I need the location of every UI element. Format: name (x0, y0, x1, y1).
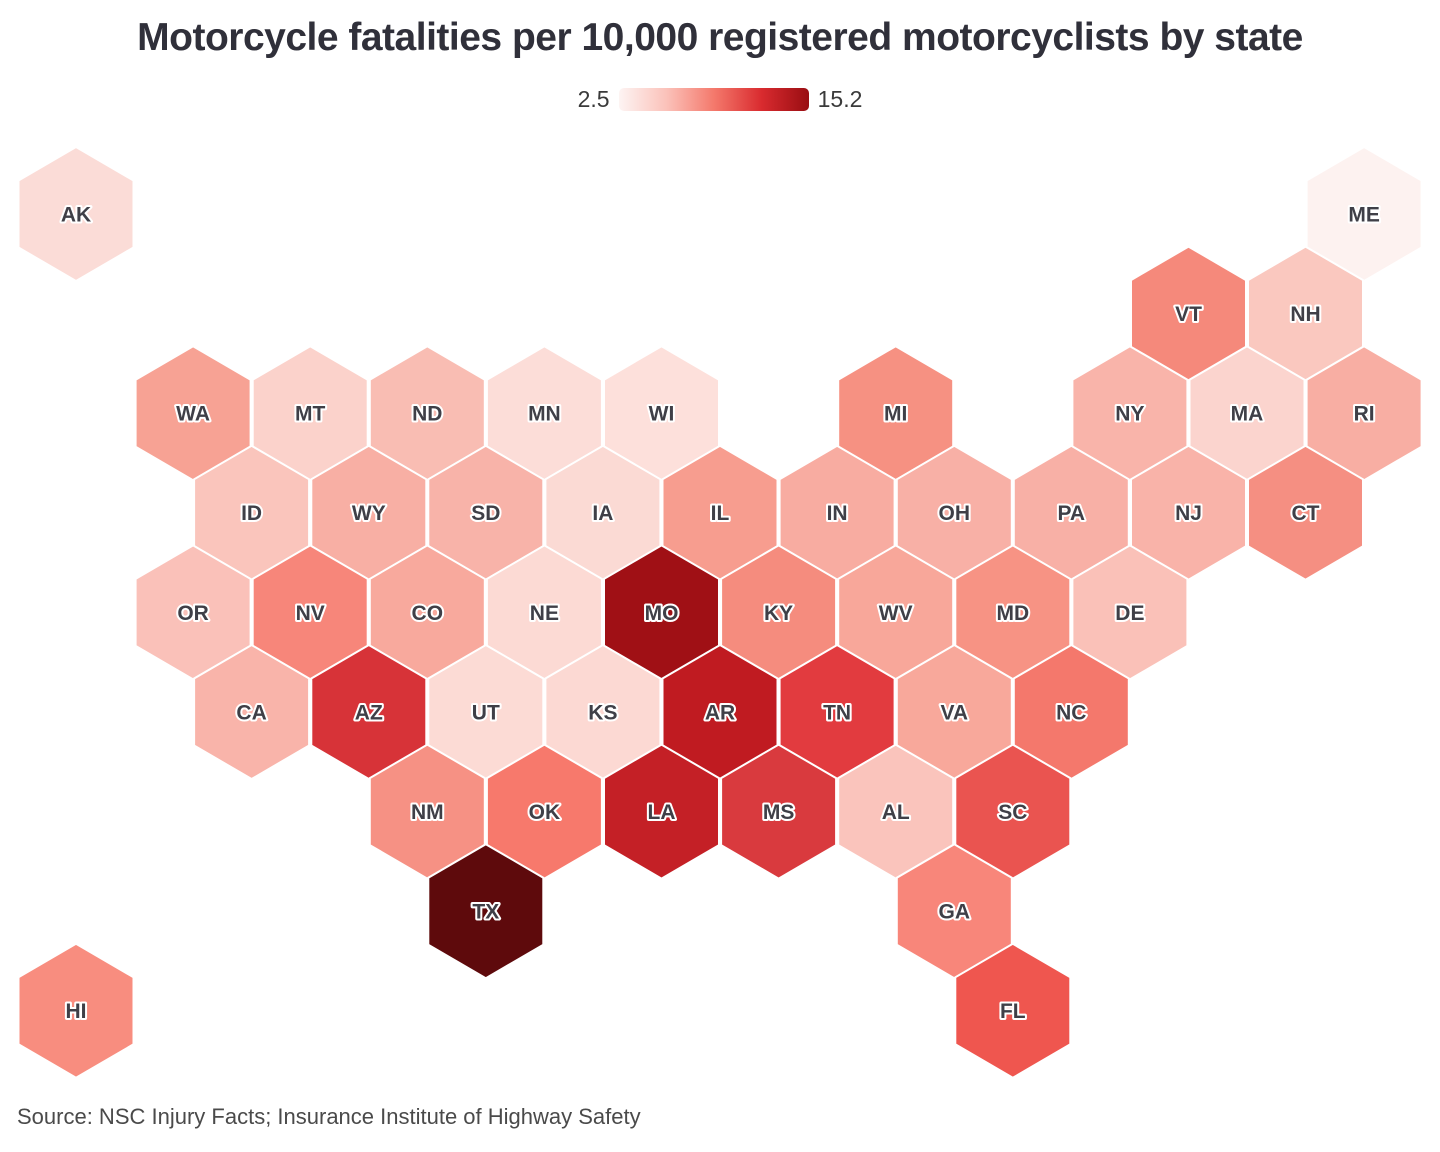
hex-label-IN: IN (827, 502, 848, 525)
hex-label-MS: MS (763, 801, 795, 824)
hex-label-NV: NV (296, 602, 325, 625)
hex-label-VT: VT (1175, 303, 1202, 326)
hex-tile-CA (193, 643, 311, 781)
hex-label-LA: LA (648, 801, 676, 824)
hex-label-NH: NH (1290, 303, 1320, 326)
hex-label-OH: OH (939, 502, 971, 525)
legend-max-label: 15.2 (817, 86, 863, 112)
hex-label-NJ: NJ (1175, 502, 1202, 525)
hex-tile-DE (1071, 544, 1189, 681)
chart-title: Motorcycle fatalities per 10,000 registe… (137, 16, 1303, 59)
hex-label-KY: KY (764, 602, 793, 625)
legend-min-label: 2.5 (577, 86, 610, 112)
hex-label-GA: GA (939, 901, 971, 924)
hex-label-TN: TN (823, 701, 851, 724)
hex-label-AR: AR (705, 701, 735, 724)
hex-label-CA: CA (236, 701, 266, 724)
hex-label-SD: SD (471, 502, 500, 525)
hex-label-VA: VA (940, 701, 968, 724)
hex-label-RI: RI (1354, 403, 1375, 426)
hex-label-FL: FL (1000, 1000, 1026, 1023)
hex-tile-AL (837, 743, 955, 880)
hex-label-TX: TX (472, 901, 499, 924)
hex-label-MI: MI (884, 403, 907, 426)
hex-tile-ME (1305, 145, 1423, 283)
hex-label-WY: WY (352, 502, 386, 525)
hex-label-HI: HI (66, 1000, 87, 1023)
hex-tile-WV (837, 544, 955, 681)
color-legend: 2.5 15.2 (0, 86, 1440, 113)
hex-label-KS: KS (588, 701, 617, 724)
hex-tile-NJ (1130, 444, 1247, 581)
hex-label-WI: WI (649, 403, 675, 426)
hex-label-NE: NE (530, 602, 559, 625)
hex-label-ME: ME (1348, 203, 1380, 226)
hex-label-AL: AL (882, 801, 910, 824)
hex-label-ND: ND (412, 403, 442, 426)
hex-label-NM: NM (411, 801, 444, 824)
hex-label-UT: UT (472, 701, 500, 724)
hex-label-WV: WV (879, 602, 913, 625)
hex-label-IA: IA (592, 502, 613, 525)
hex-label-CT: CT (1292, 502, 1320, 525)
hex-tile-FL (954, 942, 1072, 1079)
hex-label-MD: MD (996, 602, 1029, 625)
hex-tile-HI (17, 942, 135, 1079)
hex-label-DE: DE (1115, 602, 1144, 625)
hex-label-ID: ID (241, 502, 262, 525)
hex-label-MN: MN (528, 403, 561, 426)
hex-tile-CT (1247, 444, 1364, 581)
hex-label-AZ: AZ (355, 701, 383, 724)
hex-tile-RI (1305, 345, 1423, 482)
hex-label-CO: CO (412, 602, 444, 625)
hex-tile-MT (251, 345, 369, 482)
hex-label-MO: MO (645, 602, 679, 625)
hex-label-MA: MA (1231, 403, 1264, 426)
hex-label-NY: NY (1115, 403, 1144, 426)
hex-tile-AK (17, 145, 135, 283)
hex-label-WA: WA (176, 403, 210, 426)
source-note: Source: NSC Injury Facts; Insurance Inst… (17, 1104, 641, 1129)
hex-label-IL: IL (711, 502, 730, 525)
hex-tile-MS (720, 743, 838, 880)
hex-tile-OK (485, 743, 603, 880)
hex-tile-NY (1071, 345, 1189, 482)
hex-label-PA: PA (1057, 502, 1085, 525)
hex-label-OK: OK (529, 801, 561, 824)
hex-label-NC: NC (1056, 701, 1086, 724)
hex-label-MT: MT (295, 403, 325, 426)
hex-label-SC: SC (998, 801, 1027, 824)
hex-tile-LA (603, 743, 720, 880)
hex-tile-TX (427, 843, 545, 980)
hex-label-AK: AK (61, 203, 91, 226)
hex-tile-NV (251, 544, 369, 681)
hex-tile-MI (837, 345, 955, 482)
legend-gradient-bar (618, 88, 809, 111)
hex-label-OR: OR (177, 602, 209, 625)
